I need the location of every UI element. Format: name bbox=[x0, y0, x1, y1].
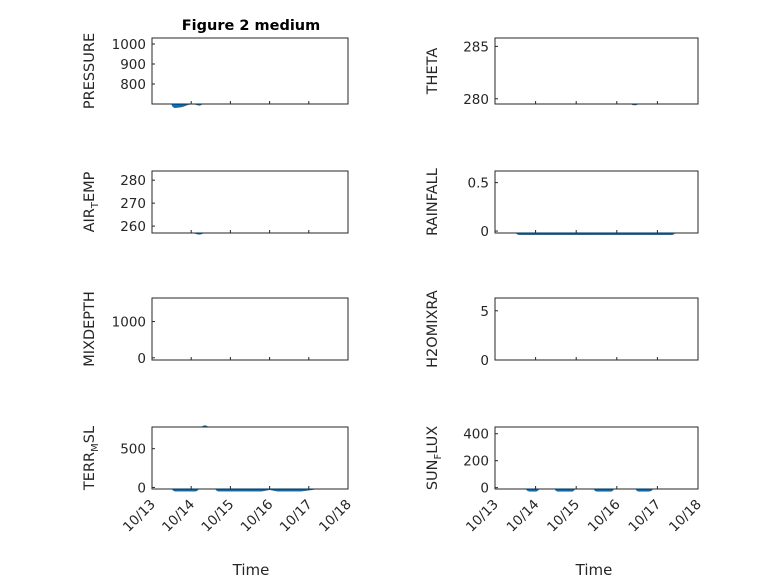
y-tick-label: 1000 bbox=[112, 315, 146, 331]
x-tick-label: 10/13 bbox=[463, 497, 502, 536]
y-tick-label: 0 bbox=[480, 481, 489, 497]
figure-title: Figure 2 medium bbox=[182, 18, 320, 34]
y-tick-label: 5 bbox=[480, 304, 489, 320]
x-tick-label: 10/17 bbox=[277, 497, 316, 536]
axes-box bbox=[151, 37, 349, 105]
axes-box bbox=[151, 426, 349, 490]
x-tick-label: 10/16 bbox=[238, 497, 277, 536]
axes-box bbox=[151, 170, 349, 234]
axes-box bbox=[151, 297, 349, 361]
y-axis-label: AIRTEMP bbox=[82, 171, 101, 232]
y-tick-label: 400 bbox=[463, 427, 489, 443]
y-tick-label: 285 bbox=[463, 39, 489, 55]
subplot-8: 0 200 400 SUNFLUX 10/13 10/14 10/15 10/16 10/17 1… bbox=[425, 426, 705, 536]
subplot-5: 0 1000 MIXDEPTH bbox=[82, 291, 349, 367]
y-tick-label: 0.5 bbox=[468, 176, 489, 192]
y-tick-label: 0 bbox=[137, 480, 146, 496]
axes-box bbox=[494, 426, 699, 490]
y-axis-label: RAINFALL bbox=[425, 168, 441, 236]
y-tick-label: 0 bbox=[480, 353, 489, 369]
y-tick-label: 280 bbox=[463, 92, 489, 108]
y-tick-label: 500 bbox=[120, 442, 146, 458]
y-tick-label: 800 bbox=[120, 77, 146, 93]
x-tick-label: 10/14 bbox=[504, 497, 543, 536]
y-axis-label: SUNFLUX bbox=[425, 426, 444, 490]
x-tick-label: 10/15 bbox=[198, 497, 237, 536]
subplot-3: 260 270 280 AIRTEMP bbox=[82, 170, 349, 235]
y-axis-label: MIXDEPTH bbox=[82, 291, 98, 367]
x-tick-label: 10/15 bbox=[544, 497, 583, 536]
y-tick-label: 270 bbox=[120, 196, 146, 212]
x-tick-label: 10/18 bbox=[316, 497, 355, 536]
x-axis-label-right: Time bbox=[575, 561, 613, 579]
x-tick-label: 10/18 bbox=[666, 497, 705, 536]
y-axis-label: THETA bbox=[425, 48, 441, 96]
subplot-2: 280 285 THETA bbox=[425, 37, 699, 108]
x-tick-label: 10/17 bbox=[625, 497, 664, 536]
axes-box bbox=[494, 170, 699, 234]
subplot-6: 0 5 H2OMIXRA bbox=[425, 290, 699, 369]
subplot-grid: 800 900 1000 PRESSURE 280 285 THETA 260 270 280 AI… bbox=[82, 33, 705, 535]
subplot-4: 0 0.5 RAINFALL bbox=[425, 168, 699, 240]
subplot-7: 0 500 TERRMSL 10/13 10/14 10/15 10/16 10/17 10/1… bbox=[82, 425, 355, 536]
y-tick-label: 280 bbox=[120, 173, 146, 189]
y-tick-label: 1000 bbox=[112, 37, 146, 53]
x-tick-label: 10/13 bbox=[120, 497, 159, 536]
axes-box bbox=[494, 37, 699, 105]
y-axis-label: PRESSURE bbox=[82, 33, 98, 109]
y-tick-label: 0 bbox=[480, 224, 489, 240]
y-tick-label: 200 bbox=[463, 454, 489, 470]
y-tick-label: 900 bbox=[120, 57, 146, 73]
y-axis-label: H2OMIXRA bbox=[425, 290, 441, 368]
subplot-1: 800 900 1000 PRESSURE bbox=[82, 33, 349, 109]
x-axis-label-left: Time bbox=[232, 561, 270, 579]
x-tick-label: 10/16 bbox=[585, 497, 624, 536]
axes-box bbox=[494, 297, 699, 361]
y-axis-label: TERRMSL bbox=[82, 426, 101, 491]
y-tick-label: 0 bbox=[137, 351, 146, 367]
x-tick-label: 10/14 bbox=[159, 497, 198, 536]
y-tick-label: 260 bbox=[120, 219, 146, 235]
